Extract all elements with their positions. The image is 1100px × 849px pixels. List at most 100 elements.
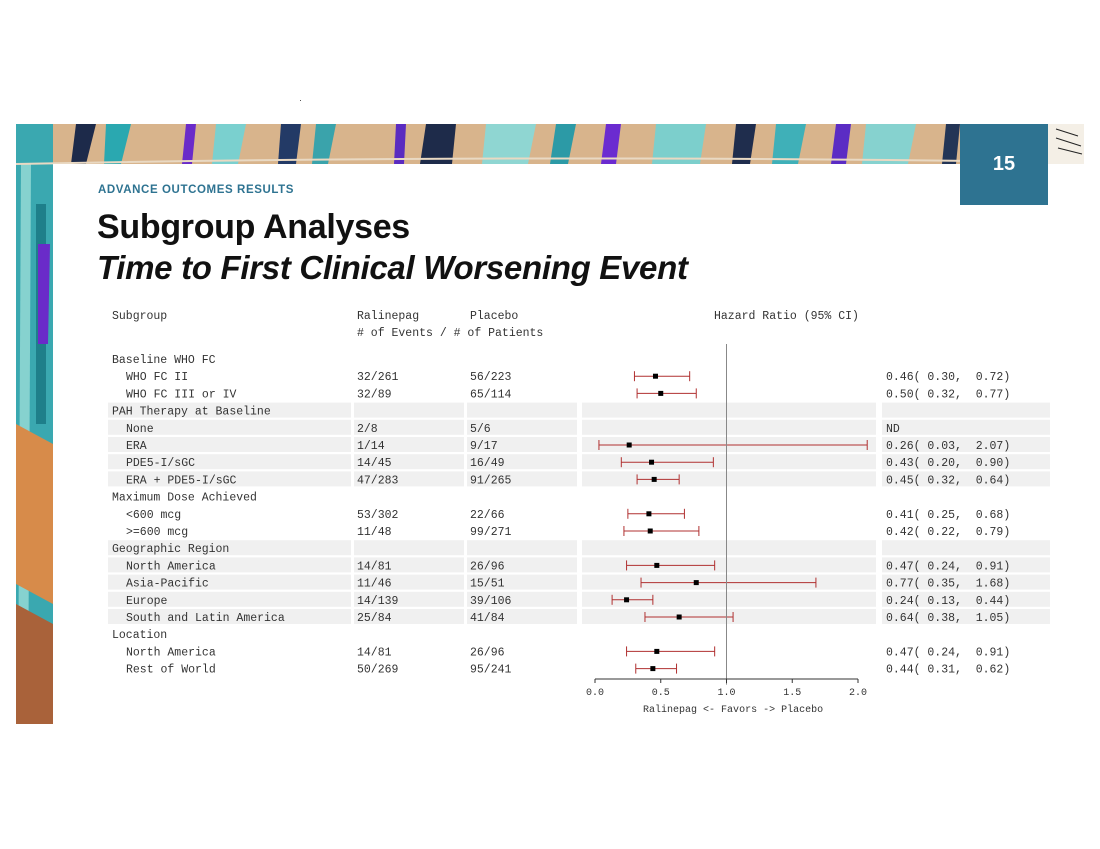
header-events-patients: # of Events / # of Patients: [357, 327, 543, 340]
hazard-ratio-ci-text: 0.24( 0.13, 0.44): [886, 595, 1010, 608]
hazard-ratio-ci-text: 0.42( 0.22, 0.79): [886, 526, 1010, 539]
row-band: [354, 574, 464, 590]
ralinepag-events: 14/81: [357, 560, 392, 573]
hr-point: [658, 390, 664, 396]
hazard-ratio-ci-text: 0.44( 0.31, 0.62): [886, 664, 1010, 677]
ralinepag-events: 47/283: [357, 474, 399, 487]
row-band: [882, 574, 1050, 590]
hazard-ratio-ci-text: 0.43( 0.20, 0.90): [886, 457, 1010, 470]
subgroup-label: Europe: [126, 595, 168, 608]
row-band: [582, 540, 876, 556]
row-band: [467, 557, 577, 573]
row-band: [354, 402, 464, 418]
row-band: [882, 402, 1050, 418]
placebo-events: 41/84: [470, 612, 505, 625]
row-band: [108, 574, 351, 590]
ralinepag-events: 14/81: [357, 646, 392, 659]
x-axis-label: Ralinepag <- Favors -> Placebo: [643, 704, 823, 716]
placebo-events: 26/96: [470, 560, 505, 573]
subgroup-label: North America: [126, 560, 216, 573]
row-band: [467, 402, 577, 418]
hazard-ratio-ci-text: ND: [886, 423, 900, 436]
header-placebo: Placebo: [470, 310, 518, 323]
subgroup-label: WHO FC III or IV: [126, 388, 237, 401]
placebo-events: 56/223: [470, 371, 512, 384]
subgroup-header: Maximum Dose Achieved: [112, 492, 257, 505]
row-band: [882, 557, 1050, 573]
row-band: [582, 402, 876, 418]
section-label: ADVANCE OUTCOMES RESULTS: [98, 184, 295, 196]
header-hazard-ratio: Hazard Ratio (95% CI): [714, 310, 859, 323]
row-band: [467, 437, 577, 452]
hr-point: [652, 373, 658, 379]
hr-point: [647, 528, 653, 534]
subgroup-header: Baseline WHO FC: [112, 354, 216, 367]
ralinepag-events: 1/14: [357, 440, 385, 453]
ralinepag-events: 50/269: [357, 664, 399, 677]
ralinepag-events: 11/48: [357, 526, 392, 539]
placebo-events: 95/241: [470, 664, 512, 677]
hazard-ratio-ci-text: 0.64( 0.38, 1.05): [886, 612, 1010, 625]
hazard-ratio-ci-text: 0.26( 0.03, 2.07): [886, 440, 1010, 453]
row-band: [108, 402, 351, 418]
row-band: [354, 454, 464, 470]
subgroup-label: WHO FC II: [126, 371, 188, 384]
row-band: [108, 419, 351, 435]
row-band: [882, 437, 1050, 452]
x-tick-label: 1.5: [783, 688, 801, 699]
slide-number: 15: [992, 153, 1016, 175]
subgroup-label: Asia-Pacific: [126, 578, 209, 591]
row-band: [108, 591, 351, 607]
header-ralinepag: Ralinepag: [357, 310, 419, 323]
stray-dot: [300, 100, 301, 101]
row-band: [467, 454, 577, 470]
placebo-events: 5/6: [470, 423, 491, 436]
subgroup-label: Rest of World: [126, 664, 216, 677]
placebo-events: 15/51: [470, 578, 505, 591]
hr-point: [693, 580, 699, 586]
hr-point: [650, 666, 656, 672]
row-band: [582, 557, 876, 573]
row-band: [467, 574, 577, 590]
hr-point: [624, 597, 630, 603]
placebo-events: 39/106: [470, 595, 512, 608]
row-band: [108, 540, 351, 556]
row-band: [582, 419, 876, 435]
row-band: [354, 540, 464, 556]
subgroup-label: None: [126, 423, 154, 436]
row-band: [354, 437, 464, 452]
hazard-ratio-ci-text: 0.41( 0.25, 0.68): [886, 509, 1010, 522]
row-band: [467, 419, 577, 435]
header-subgroup: Subgroup: [112, 310, 167, 323]
row-band: [882, 471, 1050, 487]
subgroup-label: ERA: [126, 440, 147, 453]
ralinepag-events: 14/45: [357, 457, 392, 470]
placebo-events: 65/114: [470, 388, 512, 401]
x-tick-label: 0.0: [586, 688, 604, 699]
placebo-events: 9/17: [470, 440, 498, 453]
row-band: [582, 591, 876, 607]
subgroup-label: South and Latin America: [126, 612, 285, 625]
subgroup-label: <600 mcg: [126, 509, 181, 522]
placebo-events: 26/96: [470, 646, 505, 659]
ralinepag-events: 14/139: [357, 595, 399, 608]
row-band: [467, 471, 577, 487]
placebo-events: 22/66: [470, 509, 505, 522]
placebo-events: 91/265: [470, 474, 512, 487]
hazard-ratio-ci-text: 0.77( 0.35, 1.68): [886, 578, 1010, 591]
hr-point: [626, 442, 632, 448]
row-band: [354, 609, 464, 624]
ralinepag-events: 11/46: [357, 578, 392, 591]
x-tick-label: 0.5: [652, 688, 670, 699]
hazard-ratio-ci-text: 0.46( 0.30, 0.72): [886, 371, 1010, 384]
row-band: [108, 454, 351, 470]
hazard-ratio-ci-text: 0.45( 0.32, 0.64): [886, 474, 1010, 487]
row-band: [882, 591, 1050, 607]
row-band: [354, 471, 464, 487]
placebo-events: 16/49: [470, 457, 505, 470]
subgroup-header: Geographic Region: [112, 543, 229, 556]
subgroup-label: PDE5-I/sGC: [126, 457, 195, 470]
ralinepag-events: 2/8: [357, 423, 378, 436]
row-band: [882, 609, 1050, 624]
